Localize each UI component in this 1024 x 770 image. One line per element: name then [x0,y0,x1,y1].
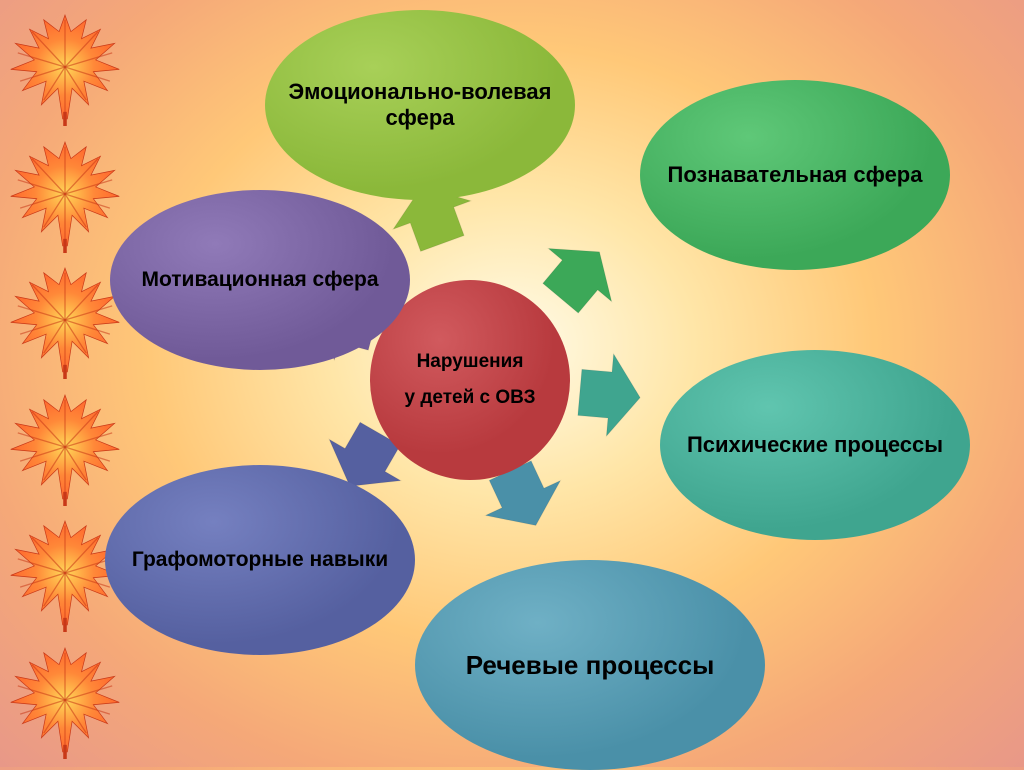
node-label: Мотивационная сфера [141,268,378,292]
center-label-line2: у детей с ОВЗ [404,387,535,409]
maple-leaf-icon [5,641,125,759]
node-label: Графомоторные навыки [132,548,388,572]
node-label: Психические процессы [687,432,943,458]
node-graphomotor: Графомоторные навыки [105,465,415,655]
maple-leaf-icon [5,388,125,506]
leaf-decoration-column [0,0,130,767]
node-label: Эмоционально-волевая сфера [285,79,555,131]
node-motivational: Мотивационная сфера [110,190,410,370]
node-emotional: Эмоционально-волевая сфера [265,10,575,200]
node-mental: Психические процессы [660,350,970,540]
node-speech: Речевые процессы [415,560,765,770]
maple-leaf-icon [5,261,125,379]
maple-leaf-icon [5,135,125,253]
node-label: Познавательная сфера [668,162,923,188]
node-cognitive: Познавательная сфера [640,80,950,270]
node-label: Речевые процессы [466,650,715,681]
center-label-line1: Нарушения [417,351,524,373]
maple-leaf-icon [5,8,125,126]
